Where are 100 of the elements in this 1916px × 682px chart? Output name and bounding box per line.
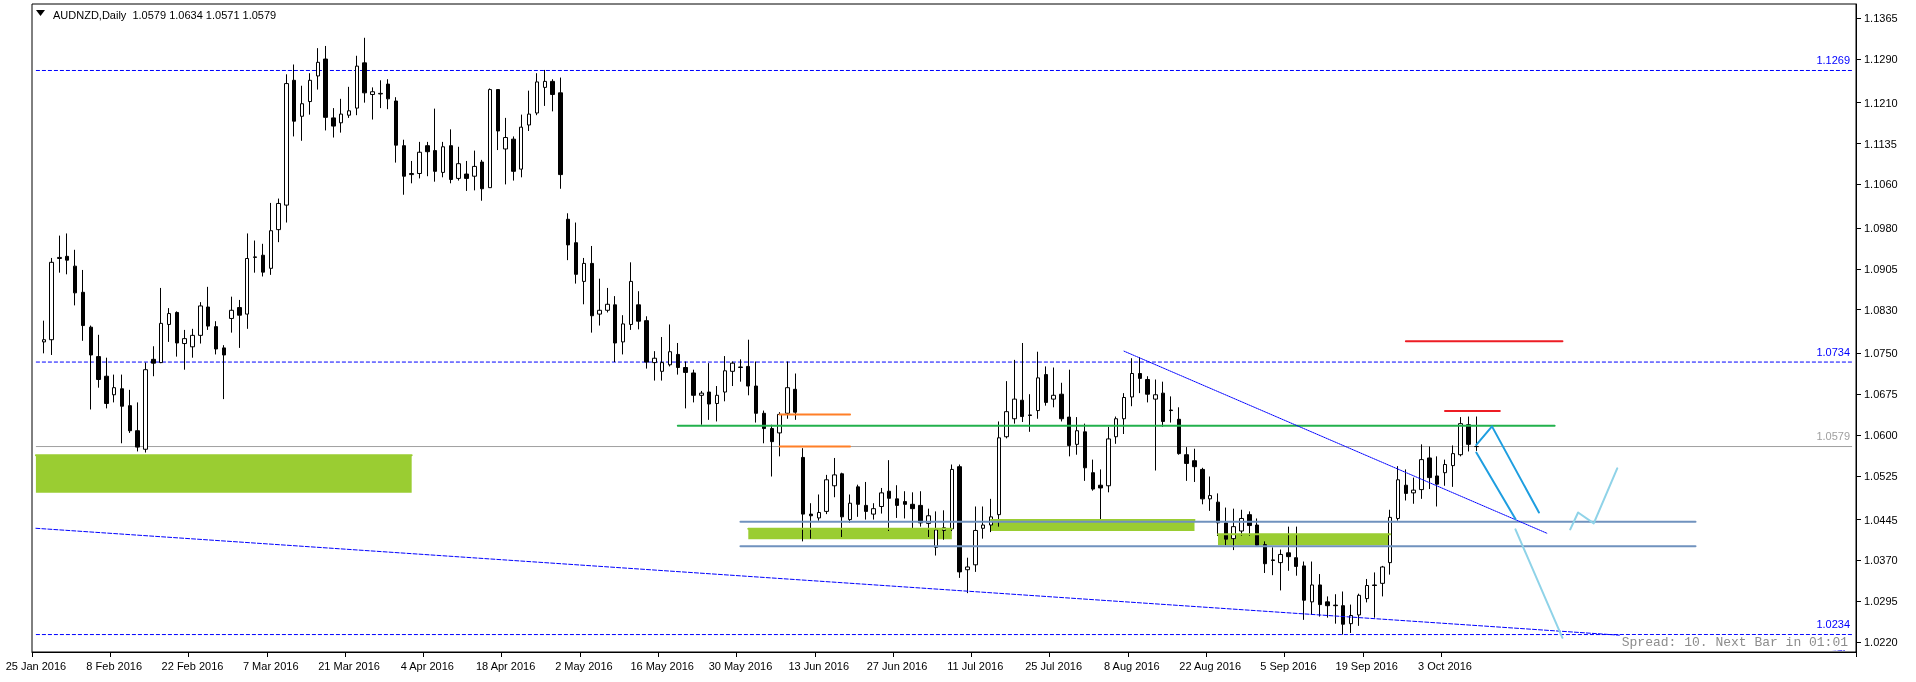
candlestick [433,108,437,183]
candlestick [629,261,633,331]
y-tick-label: 1.0980 [1864,221,1898,234]
candlestick [1169,395,1173,424]
candlestick [1145,375,1150,403]
candlestick [644,315,649,370]
candlestick [1216,492,1220,537]
candlestick [1419,443,1424,500]
candlestick [1294,526,1298,577]
candlestick [730,361,735,387]
candlestick [1044,365,1048,407]
candlestick [57,235,62,274]
candlestick [1318,573,1322,618]
candlestick [42,320,46,354]
candlestick [120,374,124,444]
candlestick [1380,565,1385,597]
ref-line-label: 1.0234 [1816,618,1851,631]
candlestick [550,78,555,112]
candlestick [1325,595,1330,619]
candlestick [394,96,398,164]
candlestick [339,98,343,134]
candlestick [1192,448,1197,483]
line-series [1569,467,1619,531]
candlestick [456,146,461,182]
candlestick [1004,380,1009,439]
candlestick [832,457,837,498]
candlestick [190,328,195,359]
y-tick-label: 1.0370 [1864,554,1898,567]
candlestick [1365,578,1369,603]
candlestick [104,357,109,409]
candlestick [1341,591,1345,636]
candlestick [261,243,265,277]
candlestick [707,362,711,421]
candlestick [762,410,766,444]
candlestick [300,85,304,142]
candlestick [496,89,500,151]
candlestick [1466,416,1471,452]
candlestick [1396,465,1400,522]
candlestick [1130,357,1134,407]
x-tick-label: 25 Jan 2016 [5,659,67,672]
candlestick [1075,416,1079,456]
candlestick [605,287,610,313]
candlestick [817,494,821,522]
ref-line-label: 1.0734 [1816,345,1851,358]
x-tick-label: 22 Feb 2016 [161,659,224,672]
candlestick [723,355,727,402]
candlestick [793,373,797,421]
candlestick [879,487,884,515]
x-tick-label: 2 May 2016 [555,659,613,672]
candlestick [292,63,296,137]
candlestick [574,222,578,285]
candlestick [386,78,390,110]
candlestick [683,361,688,409]
candlestick [1349,604,1353,634]
y-tick-label: 1.0830 [1864,303,1898,316]
candlestick [738,358,743,383]
candlestick [903,490,907,519]
candlestick [1271,546,1275,576]
candlestick [558,77,563,190]
candlestick [1184,446,1189,482]
candlestick [636,290,641,330]
candlestick [973,505,978,573]
x-tick-label: 25 Jul 2016 [1025,659,1083,672]
x-tick-label: 18 Apr 2016 [475,659,536,672]
candlestick [864,481,868,521]
candlestick [848,494,852,524]
candlestick [417,141,422,179]
candlestick [1098,468,1103,521]
x-tick-label: 7 Mar 2016 [242,659,299,672]
candlestick [590,245,594,334]
candlestick [535,72,539,116]
candlestick [167,307,171,343]
candlestick [1302,561,1306,621]
annotation: Spread: 10. Next Bar in 01:01 [1621,635,1849,650]
candlestick [613,295,617,363]
candlestick [1036,351,1040,420]
candlestick [135,401,140,452]
candlestick [895,484,899,519]
y-tick-label: 1.0295 [1864,595,1898,608]
candlestick [1059,382,1064,422]
candlestick [1067,369,1071,457]
candlestick [1263,540,1267,574]
candlestick [715,385,719,422]
candlestick [464,160,469,192]
candlestick [1083,423,1087,482]
candlestick [151,345,156,377]
candlestick [1114,416,1118,445]
candlestick [143,362,148,454]
candlestick [331,107,336,139]
candlestick [128,389,132,434]
candlestick [276,198,281,243]
candlestick [472,150,477,191]
y-tick-label: 1.0905 [1864,262,1898,275]
y-tick-label: 1.1135 [1864,137,1897,150]
chart-title: AUDNZD,Daily 1.0579 1.0634 1.0571 1.0579 [53,8,277,21]
candlestick [488,87,492,189]
x-tick-label: 11 Jul 2016 [947,659,1004,672]
candlestick [871,502,876,521]
x-tick-label: 21 Mar 2016 [318,659,380,672]
candlestick [965,557,970,594]
